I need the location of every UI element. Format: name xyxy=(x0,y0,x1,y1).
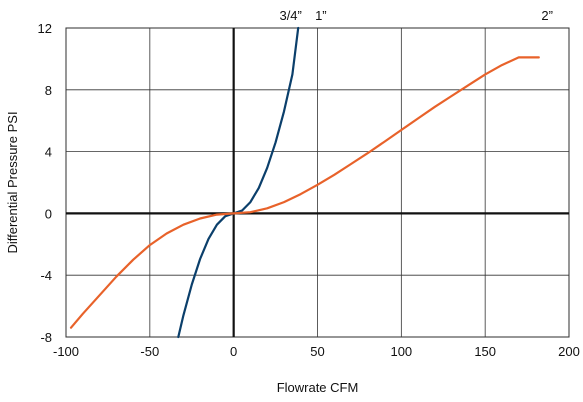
series-top-label: 1” xyxy=(315,8,327,23)
y-tick-label: 4 xyxy=(45,145,52,160)
series-line-2 xyxy=(69,56,540,329)
x-tick-label: 0 xyxy=(230,344,237,359)
y-tick-label: -8 xyxy=(40,330,52,345)
series-line-1 xyxy=(177,26,300,339)
zero-axes xyxy=(66,28,569,337)
series-lines xyxy=(69,26,540,339)
x-tick-label: -50 xyxy=(140,344,159,359)
y-tick-label: -4 xyxy=(40,268,52,283)
y-tick-label: 0 xyxy=(45,206,52,221)
x-tick-label: 200 xyxy=(558,344,580,359)
series-labels: 3/4” 1” 2” xyxy=(279,8,553,23)
series-top-label: 2” xyxy=(541,8,553,23)
x-tick-label: 50 xyxy=(310,344,324,359)
grid xyxy=(65,27,570,338)
x-tick-label: 150 xyxy=(474,344,496,359)
tick-labels: -100 -50 0 50 100 150 200 -8 -4 0 4 8 12 xyxy=(38,21,580,359)
y-tick-label: 12 xyxy=(38,21,52,36)
x-tick-label: -100 xyxy=(53,344,79,359)
series-top-label: 3/4” xyxy=(279,8,301,23)
y-tick-label: 8 xyxy=(45,83,52,98)
y-axis-title: Differential Pressure PSI xyxy=(5,111,20,253)
x-tick-label: 100 xyxy=(390,344,412,359)
x-axis-title: Flowrate CFM xyxy=(277,380,359,395)
